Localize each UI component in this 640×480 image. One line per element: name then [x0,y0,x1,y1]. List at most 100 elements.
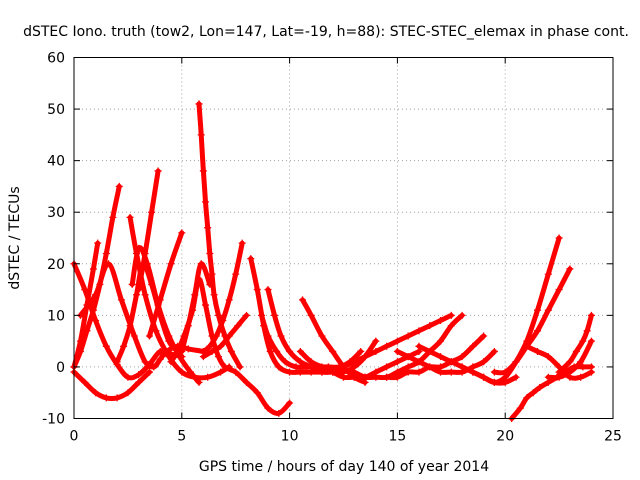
data-point [81,378,89,386]
data-point [238,239,246,247]
data-point [447,368,455,376]
data-point [286,347,294,355]
data-point [458,311,466,319]
data-point [197,260,205,268]
series-arc-ac [523,342,595,381]
data-point [271,311,279,319]
data-point [197,131,205,139]
data-point [458,353,466,361]
data-point [275,409,283,417]
data-point [437,353,445,361]
data-point [447,322,455,330]
data-point [512,373,520,381]
data-point [383,363,391,371]
x-tick-label: 5 [177,429,186,445]
data-point [329,368,337,376]
data-point [404,353,412,361]
x-tick-label: 15 [388,429,406,445]
data-point [81,286,89,294]
data-point [199,353,207,361]
data-point [141,358,149,366]
data-point [350,358,358,366]
data-point [534,347,542,355]
data-point [130,332,138,340]
data-point [102,342,110,350]
y-tick-label: -10 [42,412,65,428]
data-point [534,306,542,314]
series-line [136,168,161,293]
data-point [544,353,552,361]
data-point [217,368,225,376]
data-point [124,389,132,397]
data-point [458,363,466,371]
data-point [523,394,531,402]
data-point [202,198,210,206]
data-point [92,291,100,299]
data-point [204,224,212,232]
data-point [555,373,563,381]
data-point [361,353,369,361]
data-point [415,342,423,350]
series-arc-i [135,167,162,294]
data-point [128,280,136,288]
data-point [253,286,261,294]
data-point [89,265,97,273]
y-tick-label: 0 [56,360,65,376]
data-point [92,389,100,397]
data-point [206,342,214,350]
data-point [145,332,153,340]
data-point [393,347,401,355]
data-point [583,327,591,335]
data-point [156,355,164,363]
data-point [404,332,412,340]
series-arc-x [393,347,498,376]
x-tick-label: 20 [496,429,514,445]
data-point [415,368,423,376]
data-point [383,373,391,381]
data-point [212,332,220,340]
data-point [191,291,199,299]
data-point [579,337,587,345]
data-point [232,270,240,278]
y-tick-label: 20 [47,257,65,273]
data-point [141,291,149,299]
data-point [292,363,300,371]
y-tick-label: 40 [47,154,65,170]
data-point [167,358,175,366]
data-point [165,353,173,361]
data-point [206,249,214,257]
data-point [253,389,261,397]
data-point [199,167,207,175]
data-point [258,311,266,319]
data-point [281,358,289,366]
data-point [447,311,455,319]
data-point [512,358,520,366]
data-point [426,347,434,355]
data-point [227,347,235,355]
data-point [415,358,423,366]
data-point [577,373,585,381]
data-point [126,213,134,221]
data-point [154,167,162,175]
data-point [415,327,423,335]
data-point [393,337,401,345]
data-point [566,358,574,366]
data-point [299,296,307,304]
x-tick-label: 0 [70,429,79,445]
data-point [264,404,272,412]
data-point [242,311,250,319]
data-point [372,347,380,355]
data-point [490,347,498,355]
data-point [437,317,445,325]
data-point [426,363,434,371]
data-point [544,270,552,278]
data-point [76,337,84,345]
data-point [357,347,365,355]
data-point [135,371,143,379]
data-point [516,404,524,412]
data-point [490,378,498,386]
data-point [148,208,156,216]
x-axis-label: GPS time / hours of day 140 of year 2014 [199,459,489,475]
data-point [437,368,445,376]
data-point [572,347,580,355]
